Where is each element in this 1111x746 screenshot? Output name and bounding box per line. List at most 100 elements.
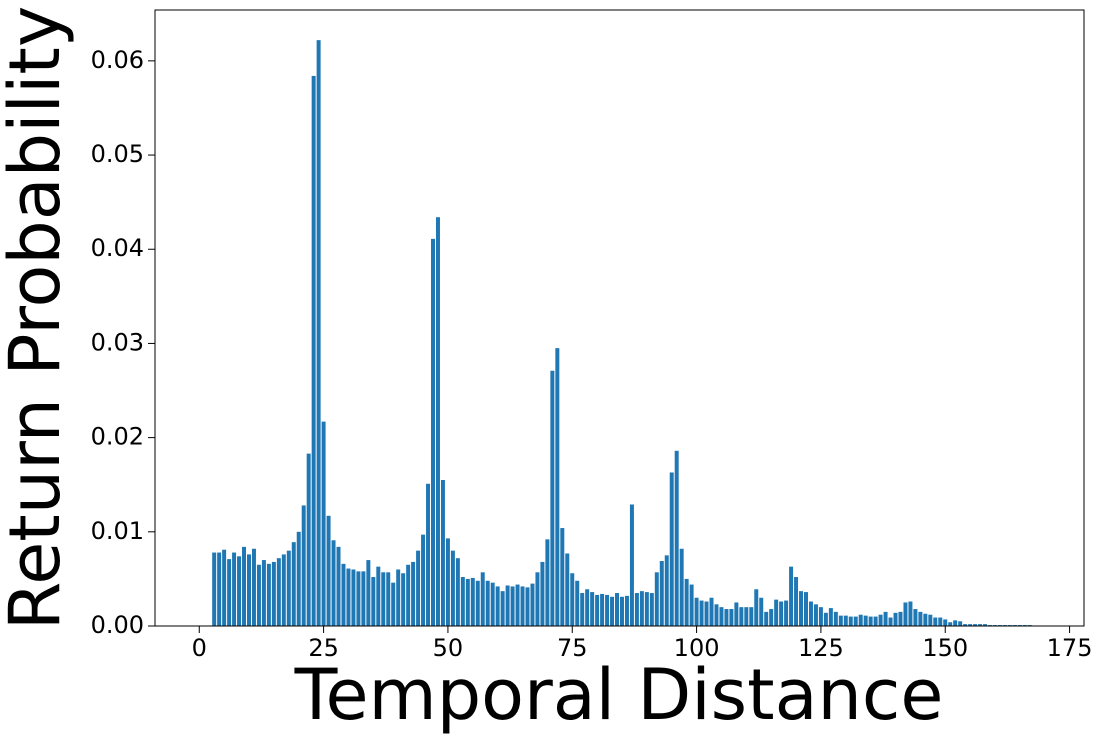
bar (431, 238, 435, 626)
bar (237, 556, 242, 626)
bar (391, 582, 396, 626)
bar (271, 561, 276, 626)
bar (689, 584, 694, 626)
bar (585, 589, 590, 626)
bar (774, 599, 779, 626)
bar (714, 604, 719, 626)
bar (968, 624, 973, 626)
bar (878, 614, 883, 626)
bar (759, 597, 764, 626)
bar (868, 616, 873, 626)
bar (435, 217, 440, 626)
bar (510, 586, 515, 626)
x-tick-label: 50 (433, 634, 464, 662)
bar (306, 453, 311, 626)
bar (659, 561, 664, 626)
bar (843, 615, 848, 626)
bar (729, 609, 734, 626)
bar (863, 615, 868, 626)
bar (222, 549, 227, 626)
bar (331, 540, 336, 626)
bar (963, 624, 968, 626)
bar (341, 563, 346, 626)
bar (545, 539, 550, 626)
bar (555, 348, 560, 626)
bar (421, 534, 426, 626)
bar (908, 601, 913, 626)
bar (550, 370, 555, 626)
bar (291, 542, 296, 626)
bar (570, 573, 575, 626)
bar (823, 612, 828, 626)
bar (261, 560, 266, 626)
bar (704, 601, 709, 626)
bar (933, 617, 938, 626)
x-tick-label: 75 (557, 634, 588, 662)
bar (898, 611, 903, 626)
bar (784, 600, 789, 626)
bar (505, 585, 510, 626)
x-tick-label: 125 (798, 634, 844, 662)
x-tick-label: 150 (922, 634, 968, 662)
bar (754, 589, 759, 626)
y-tick-label: 0.05 (91, 140, 144, 168)
x-tick-label: 0 (192, 634, 207, 662)
y-tick-label: 0.04 (91, 234, 144, 262)
x-tick-label: 175 (1047, 634, 1093, 662)
bar (649, 593, 654, 626)
bar (808, 601, 813, 626)
bar (346, 568, 351, 626)
bar (560, 528, 565, 626)
y-tick-label: 0.02 (91, 423, 144, 451)
bar (356, 571, 361, 626)
y-tick-label: 0.00 (91, 611, 144, 639)
bar (973, 624, 978, 626)
bar (818, 607, 823, 626)
bar (669, 472, 674, 626)
bar (918, 611, 923, 626)
bar (281, 554, 286, 626)
bar (525, 587, 530, 626)
bar (724, 609, 729, 626)
bar (316, 40, 321, 626)
bar (495, 586, 500, 626)
bar (595, 594, 600, 626)
bar (654, 572, 659, 626)
bar (535, 572, 540, 626)
bar (709, 597, 714, 626)
bar (903, 602, 908, 626)
bar (684, 578, 689, 626)
bar (858, 614, 863, 626)
bar (719, 607, 724, 626)
bar (674, 450, 679, 626)
bar (371, 577, 376, 626)
bar (460, 577, 465, 626)
bar (779, 601, 784, 626)
y-axis-label: Return Probability (0, 6, 76, 631)
bar (455, 558, 460, 626)
bar (276, 558, 281, 626)
bar (893, 612, 898, 626)
bar (749, 607, 754, 626)
bar (301, 505, 306, 626)
bar (212, 552, 217, 626)
bar (913, 609, 918, 626)
bar (311, 75, 316, 626)
x-tick-label: 100 (674, 634, 720, 662)
bar (744, 607, 749, 626)
bar (833, 611, 838, 626)
bar (376, 566, 381, 626)
bar (490, 582, 495, 626)
bar (445, 538, 450, 626)
bar (629, 504, 634, 626)
bar (883, 611, 888, 626)
bar (619, 596, 624, 626)
bar (813, 604, 818, 626)
bar (794, 577, 799, 626)
bar (699, 600, 704, 626)
bar (247, 554, 251, 626)
bar (624, 595, 629, 626)
bar (296, 531, 301, 626)
bar (873, 616, 878, 626)
